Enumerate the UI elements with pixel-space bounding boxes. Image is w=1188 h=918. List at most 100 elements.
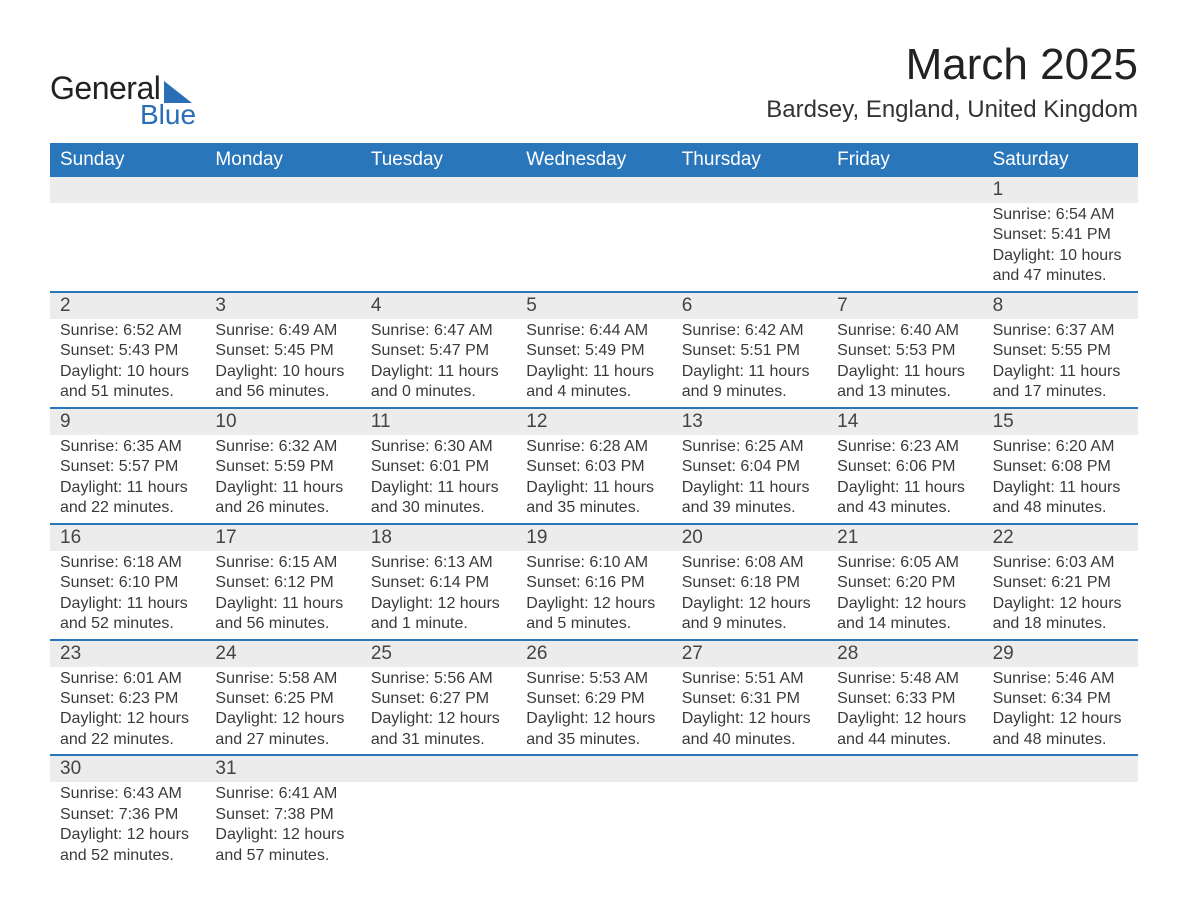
day-number: 21 — [827, 525, 982, 551]
day-cell: 28Sunrise: 5:48 AMSunset: 6:33 PMDayligh… — [827, 641, 982, 755]
sunset-line: Sunset: 5:43 PM — [60, 341, 195, 361]
sunrise-line: Sunrise: 6:28 AM — [526, 437, 661, 457]
sunset-line: Sunset: 5:53 PM — [837, 341, 972, 361]
day-data: Sunrise: 5:51 AMSunset: 6:31 PMDaylight:… — [672, 667, 827, 755]
sunrise-line: Sunrise: 5:51 AM — [682, 669, 817, 689]
day-number: 23 — [50, 641, 205, 667]
sunrise-line: Sunrise: 6:37 AM — [993, 321, 1128, 341]
daylight-line: Daylight: 11 hours and 0 minutes. — [371, 362, 506, 403]
day-data: Sunrise: 5:58 AMSunset: 6:25 PMDaylight:… — [205, 667, 360, 755]
daylight-line: Daylight: 12 hours and 9 minutes. — [682, 594, 817, 635]
sunset-line: Sunset: 6:04 PM — [682, 457, 817, 477]
daylight-line: Daylight: 11 hours and 4 minutes. — [526, 362, 661, 403]
daylight-line: Daylight: 12 hours and 48 minutes. — [993, 709, 1128, 750]
day-data: Sunrise: 6:10 AMSunset: 6:16 PMDaylight:… — [516, 551, 671, 639]
sunrise-line: Sunrise: 6:05 AM — [837, 553, 972, 573]
day-number: 4 — [361, 293, 516, 319]
sunrise-line: Sunrise: 6:44 AM — [526, 321, 661, 341]
daylight-line: Daylight: 12 hours and 22 minutes. — [60, 709, 195, 750]
week-row: 9Sunrise: 6:35 AMSunset: 5:57 PMDaylight… — [50, 407, 1138, 523]
daylight-line: Daylight: 11 hours and 26 minutes. — [215, 478, 350, 519]
day-data: Sunrise: 6:18 AMSunset: 6:10 PMDaylight:… — [50, 551, 205, 639]
daylight-line: Daylight: 11 hours and 52 minutes. — [60, 594, 195, 635]
day-number: 16 — [50, 525, 205, 551]
sunset-line: Sunset: 6:14 PM — [371, 573, 506, 593]
sunrise-line: Sunrise: 6:08 AM — [682, 553, 817, 573]
dayname-sat: Saturday — [983, 143, 1138, 177]
title-location: Bardsey, England, United Kingdom — [766, 96, 1138, 124]
day-number: 31 — [205, 756, 360, 782]
day-number: 14 — [827, 409, 982, 435]
day-number: 8 — [983, 293, 1138, 319]
day-number: 22 — [983, 525, 1138, 551]
weeks-container: 1Sunrise: 6:54 AMSunset: 5:41 PMDaylight… — [50, 177, 1138, 870]
day-data: Sunrise: 6:32 AMSunset: 5:59 PMDaylight:… — [205, 435, 360, 523]
day-number: 1 — [983, 177, 1138, 203]
day-cell — [205, 177, 360, 291]
day-number: 28 — [827, 641, 982, 667]
daylight-line: Daylight: 11 hours and 17 minutes. — [993, 362, 1128, 403]
daylight-line: Daylight: 12 hours and 14 minutes. — [837, 594, 972, 635]
day-data: Sunrise: 6:40 AMSunset: 5:53 PMDaylight:… — [827, 319, 982, 407]
sunrise-line: Sunrise: 6:03 AM — [993, 553, 1128, 573]
sunset-line: Sunset: 6:23 PM — [60, 689, 195, 709]
sunrise-line: Sunrise: 6:35 AM — [60, 437, 195, 457]
day-cell: 19Sunrise: 6:10 AMSunset: 6:16 PMDayligh… — [516, 525, 671, 639]
sunrise-line: Sunrise: 6:49 AM — [215, 321, 350, 341]
day-number: 7 — [827, 293, 982, 319]
sunrise-line: Sunrise: 5:58 AM — [215, 669, 350, 689]
sunset-line: Sunset: 6:31 PM — [682, 689, 817, 709]
day-number: 25 — [361, 641, 516, 667]
day-cell: 13Sunrise: 6:25 AMSunset: 6:04 PMDayligh… — [672, 409, 827, 523]
sunrise-line: Sunrise: 5:48 AM — [837, 669, 972, 689]
day-number: 10 — [205, 409, 360, 435]
week-row: 2Sunrise: 6:52 AMSunset: 5:43 PMDaylight… — [50, 291, 1138, 407]
sunrise-line: Sunrise: 6:20 AM — [993, 437, 1128, 457]
daylight-line: Daylight: 11 hours and 48 minutes. — [993, 478, 1128, 519]
day-number: 3 — [205, 293, 360, 319]
sunset-line: Sunset: 5:41 PM — [993, 225, 1128, 245]
day-number — [50, 177, 205, 203]
day-number — [205, 177, 360, 203]
sunset-line: Sunset: 6:06 PM — [837, 457, 972, 477]
day-number: 2 — [50, 293, 205, 319]
sunrise-line: Sunrise: 6:13 AM — [371, 553, 506, 573]
day-number: 11 — [361, 409, 516, 435]
day-cell — [516, 177, 671, 291]
day-cell — [983, 756, 1138, 870]
logo: General Blue — [50, 40, 196, 131]
sunset-line: Sunset: 6:20 PM — [837, 573, 972, 593]
sunset-line: Sunset: 6:08 PM — [993, 457, 1128, 477]
day-cell — [827, 756, 982, 870]
day-data: Sunrise: 6:47 AMSunset: 5:47 PMDaylight:… — [361, 319, 516, 407]
dayname-mon: Monday — [205, 143, 360, 177]
day-cell: 30Sunrise: 6:43 AMSunset: 7:36 PMDayligh… — [50, 756, 205, 870]
day-cell — [50, 177, 205, 291]
day-number — [516, 756, 671, 782]
day-number — [361, 177, 516, 203]
week-row: 30Sunrise: 6:43 AMSunset: 7:36 PMDayligh… — [50, 754, 1138, 870]
day-cell: 12Sunrise: 6:28 AMSunset: 6:03 PMDayligh… — [516, 409, 671, 523]
daylight-line: Daylight: 12 hours and 27 minutes. — [215, 709, 350, 750]
daylight-line: Daylight: 11 hours and 56 minutes. — [215, 594, 350, 635]
day-cell: 26Sunrise: 5:53 AMSunset: 6:29 PMDayligh… — [516, 641, 671, 755]
day-number: 26 — [516, 641, 671, 667]
daylight-line: Daylight: 12 hours and 35 minutes. — [526, 709, 661, 750]
sunset-line: Sunset: 5:45 PM — [215, 341, 350, 361]
day-number: 9 — [50, 409, 205, 435]
sunset-line: Sunset: 5:47 PM — [371, 341, 506, 361]
day-number: 27 — [672, 641, 827, 667]
daylight-line: Daylight: 12 hours and 57 minutes. — [215, 825, 350, 866]
day-data: Sunrise: 6:28 AMSunset: 6:03 PMDaylight:… — [516, 435, 671, 523]
sunrise-line: Sunrise: 6:15 AM — [215, 553, 350, 573]
day-data: Sunrise: 6:43 AMSunset: 7:36 PMDaylight:… — [50, 782, 205, 870]
daylight-line: Daylight: 12 hours and 52 minutes. — [60, 825, 195, 866]
sunset-line: Sunset: 7:36 PM — [60, 805, 195, 825]
sunset-line: Sunset: 6:29 PM — [526, 689, 661, 709]
sunset-line: Sunset: 5:57 PM — [60, 457, 195, 477]
day-number: 5 — [516, 293, 671, 319]
day-cell: 25Sunrise: 5:56 AMSunset: 6:27 PMDayligh… — [361, 641, 516, 755]
sunrise-line: Sunrise: 5:46 AM — [993, 669, 1128, 689]
day-data: Sunrise: 6:35 AMSunset: 5:57 PMDaylight:… — [50, 435, 205, 523]
day-data: Sunrise: 6:15 AMSunset: 6:12 PMDaylight:… — [205, 551, 360, 639]
